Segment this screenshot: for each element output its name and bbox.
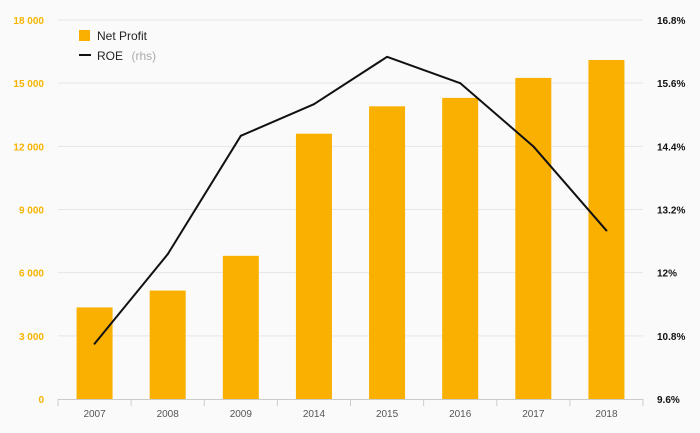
roe-point-2008 [166,253,169,256]
roe-point-2018 [605,229,608,232]
x-tick-label: 2015 [376,409,399,420]
right-tick-label: 15.6% [657,79,685,90]
roe-point-2014 [312,103,315,106]
left-tick-label: 3 000 [19,332,44,343]
bar-2015 [369,106,406,400]
right-tick-label: 10.8% [657,332,685,343]
left-tick-label: 9 000 [19,206,44,217]
x-axis: 2007 2008 2009 2014 2015 2016 2017 2018 [57,399,644,420]
left-tick-label: 6 000 [19,269,44,280]
roe-line [93,55,608,345]
left-tick-label: 15 000 [13,79,44,90]
right-tick-label: 9.6% [657,395,680,406]
left-tick-label: 12 000 [13,142,44,153]
x-tick-label: 2007 [83,409,106,420]
bar-2009 [222,255,259,399]
legend-label-net-profit: Net Profit [97,29,148,43]
right-tick-label: 14.4% [657,142,685,153]
right-tick-label: 13.2% [657,206,685,217]
roe-point-2017 [532,145,535,148]
left-tick-label: 0 [38,395,44,406]
x-tick-label: 2014 [303,409,326,420]
bar-2014 [295,133,332,399]
left-y-axis: 0 3 000 6 000 9 000 12 000 15 000 18 000 [13,16,44,406]
x-tick-label: 2016 [449,409,472,420]
right-y-axis: 9.6% 10.8% 12% 13.2% 14.4% 15.6% 16.8% [657,16,685,406]
legend-label-roe-note: (rhs) [131,49,156,63]
bar-series-net-profit [76,60,625,400]
gridlines [58,19,643,337]
legend-swatch-net-profit [79,30,90,41]
left-tick-label: 18 000 [13,16,44,27]
x-tick-label: 2018 [595,409,618,420]
roe-point-2009 [239,134,242,137]
bar-2008 [149,290,186,399]
roe-point-2007 [93,342,96,345]
bar-2007 [76,307,113,399]
roe-point-2016 [459,82,462,85]
legend: Net Profit ROE (rhs) [79,29,156,64]
roe-point-2015 [386,55,389,58]
right-tick-label: 12% [657,269,677,280]
x-tick-label: 2008 [157,409,180,420]
x-tick-label: 2009 [230,409,253,420]
legend-label-roe-name: ROE [97,49,123,63]
right-tick-label: 16.8% [657,16,685,27]
line-series-roe [93,55,608,345]
x-tick-label: 2017 [522,409,545,420]
bar-2017 [515,77,552,400]
legend-label-roe: ROE (rhs) [97,47,156,64]
bar-2016 [442,97,479,400]
